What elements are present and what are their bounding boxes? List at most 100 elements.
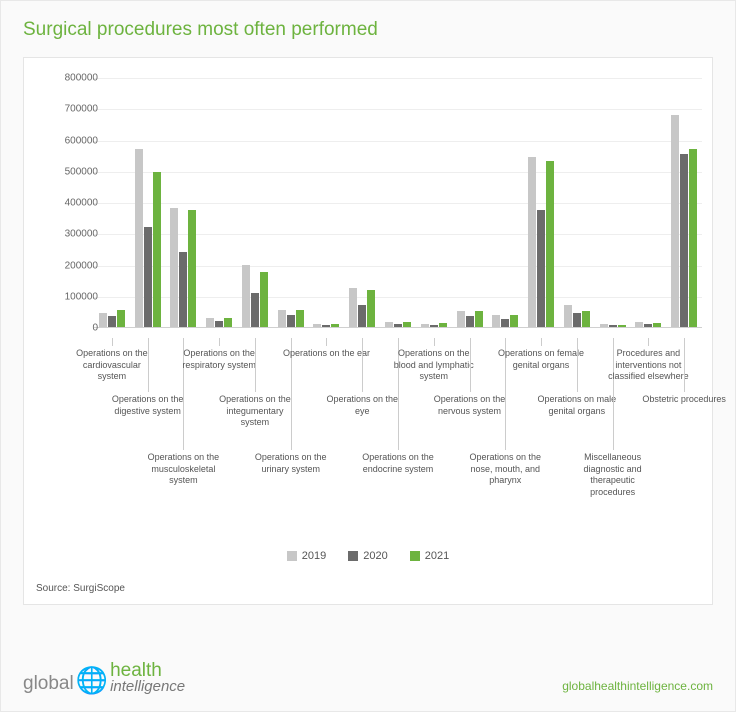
bar <box>492 315 500 328</box>
x-tick <box>148 338 149 392</box>
bar <box>600 324 608 327</box>
bar <box>510 315 518 327</box>
bar <box>108 316 116 327</box>
bar <box>546 161 554 327</box>
bar <box>331 324 339 327</box>
bar <box>653 323 661 327</box>
bar-group <box>349 288 375 327</box>
x-tick-label: Operations on the nervous system <box>426 394 514 417</box>
bar <box>242 265 250 328</box>
x-tick <box>541 338 542 346</box>
y-tick-label: 0 <box>92 323 98 334</box>
bar <box>671 115 679 328</box>
y-tick-label: 300000 <box>65 229 98 240</box>
bar <box>618 325 626 328</box>
bar <box>457 311 465 327</box>
bar <box>475 311 483 327</box>
y-tick-label: 100000 <box>65 291 98 302</box>
y-tick-label: 800000 <box>65 73 98 84</box>
x-tick <box>577 338 578 392</box>
bar-group <box>170 208 196 327</box>
bar-group <box>671 115 697 328</box>
bar <box>421 324 429 327</box>
grid-line <box>94 78 702 79</box>
chart-title: Surgical procedures most often performed <box>23 19 713 41</box>
x-axis-labels: Operations on the cardiovascular systemO… <box>94 338 702 538</box>
bar <box>564 305 572 327</box>
legend-item-2019: 2019 <box>287 550 326 562</box>
bar <box>394 324 402 327</box>
bar <box>153 172 161 327</box>
bar-group <box>421 323 447 327</box>
x-tick-label: Procedures and interventions not classif… <box>604 348 692 383</box>
grid-line <box>94 172 702 173</box>
bar <box>278 310 286 327</box>
x-tick <box>470 338 471 392</box>
x-tick-label: Operations on female genital organs <box>497 348 585 371</box>
bar-group <box>492 315 518 328</box>
x-tick <box>684 338 685 392</box>
bar <box>224 318 232 327</box>
legend-label: 2019 <box>302 550 326 562</box>
bar-group <box>600 324 626 327</box>
bar <box>251 293 259 327</box>
bar <box>322 325 330 327</box>
bar <box>528 157 536 327</box>
footer: global🌐healthintelligence globalhealthin… <box>23 662 713 693</box>
infographic-card: Surgical procedures most often performed… <box>0 0 736 712</box>
bar <box>188 210 196 327</box>
x-tick-label: Operations on the nose, mouth, and phary… <box>461 452 549 487</box>
bar <box>501 319 509 327</box>
bar <box>403 322 411 327</box>
bar-group <box>385 322 411 327</box>
x-tick-label: Operations on male genital organs <box>533 394 621 417</box>
bar <box>430 325 438 328</box>
x-tick <box>326 338 327 346</box>
legend-item-2020: 2020 <box>348 550 387 562</box>
y-tick-label: 600000 <box>65 135 98 146</box>
bar <box>135 149 143 327</box>
bar <box>689 149 697 327</box>
bar <box>439 323 447 327</box>
bar <box>144 227 152 327</box>
grid-line <box>94 109 702 110</box>
legend-item-2021: 2021 <box>410 550 449 562</box>
logo-text-sub: intelligence <box>110 680 185 694</box>
x-tick-label: Operations on the respiratory system <box>175 348 263 371</box>
swatch-icon <box>348 551 358 561</box>
bar <box>215 321 223 327</box>
bar-group <box>564 305 590 327</box>
chart-box: Operations on the cardiovascular systemO… <box>23 57 713 605</box>
grid-line <box>94 203 702 204</box>
bar <box>635 322 643 327</box>
y-tick-label: 200000 <box>65 260 98 271</box>
x-tick-label: Operations on the musculoskeletal system <box>139 452 227 487</box>
x-tick <box>219 338 220 346</box>
bar <box>573 313 581 327</box>
x-tick <box>112 338 113 346</box>
x-tick <box>648 338 649 346</box>
brand-logo: global🌐healthintelligence <box>23 662 185 693</box>
swatch-icon <box>287 551 297 561</box>
x-tick-label: Operations on the blood and lymphatic sy… <box>390 348 478 383</box>
bar-group <box>635 322 661 327</box>
bar <box>367 290 375 328</box>
bar <box>313 324 321 327</box>
bar <box>680 154 688 327</box>
bar-group <box>313 324 339 327</box>
bar <box>206 318 214 327</box>
y-tick-label: 500000 <box>65 166 98 177</box>
bar <box>179 252 187 327</box>
x-tick-label: Obstetric procedures <box>640 394 728 406</box>
logo-text-pre: global <box>23 674 74 693</box>
bar <box>358 305 366 327</box>
source-text: Source: SurgiScope <box>36 583 125 594</box>
bar <box>170 208 178 327</box>
bar <box>117 310 125 327</box>
x-tick <box>255 338 256 392</box>
x-tick-label: Operations on the integumentary system <box>211 394 299 429</box>
bar <box>260 272 268 327</box>
x-tick-label: Operations on the endocrine system <box>354 452 442 475</box>
plot-area <box>94 78 702 328</box>
x-tick-label: Operations on the eye <box>318 394 406 417</box>
